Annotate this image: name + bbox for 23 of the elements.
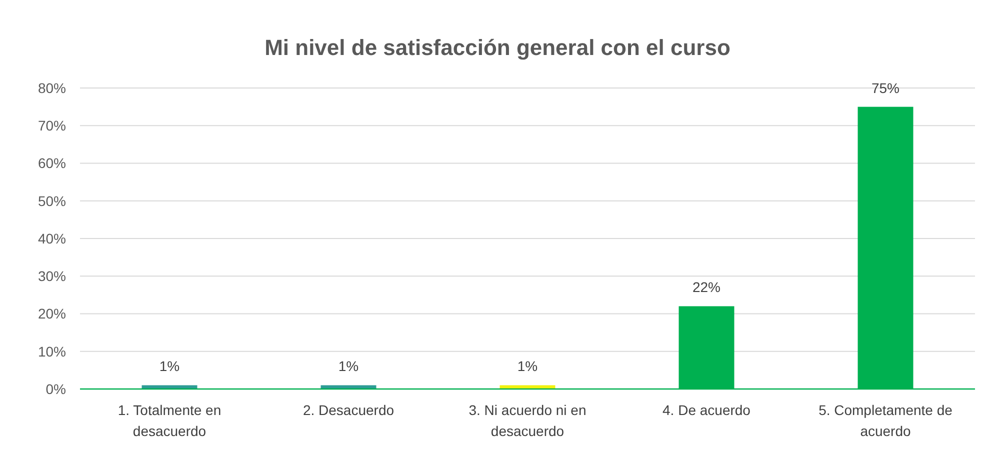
data-label: 1% [338, 358, 359, 374]
y-tick-label: 50% [38, 192, 66, 209]
data-label: 22% [692, 279, 721, 296]
y-tick-label: 10% [38, 343, 66, 360]
y-tick-label: 20% [38, 306, 66, 322]
y-tick-label: 80% [38, 80, 66, 96]
bar [320, 385, 376, 389]
y-tick-label: 30% [38, 268, 66, 284]
x-tick-label: 1. Totalmente en desacuerdo [118, 402, 222, 439]
data-label: 1% [517, 358, 538, 374]
bar [142, 385, 198, 389]
bar [500, 385, 556, 389]
x-tick-label: 3. Ni acuerdo ni en desacuerdo [468, 402, 586, 439]
chart-title: Mi nivel de satisfacción general con el curso [264, 35, 730, 60]
y-tick-label: 0% [46, 380, 66, 397]
y-tick-label: 40% [38, 230, 66, 246]
y-tick-label: 60% [38, 155, 66, 172]
y-tick-label: 70% [38, 118, 66, 134]
x-tick-label: 4. De acuerdo [662, 402, 751, 418]
x-tick-label: 5. Completamente de acuerdo [818, 402, 953, 439]
x-tick-label: 2. Desacuerdo [302, 402, 394, 418]
data-label: 1% [159, 358, 180, 374]
data-label: 75% [871, 80, 900, 96]
